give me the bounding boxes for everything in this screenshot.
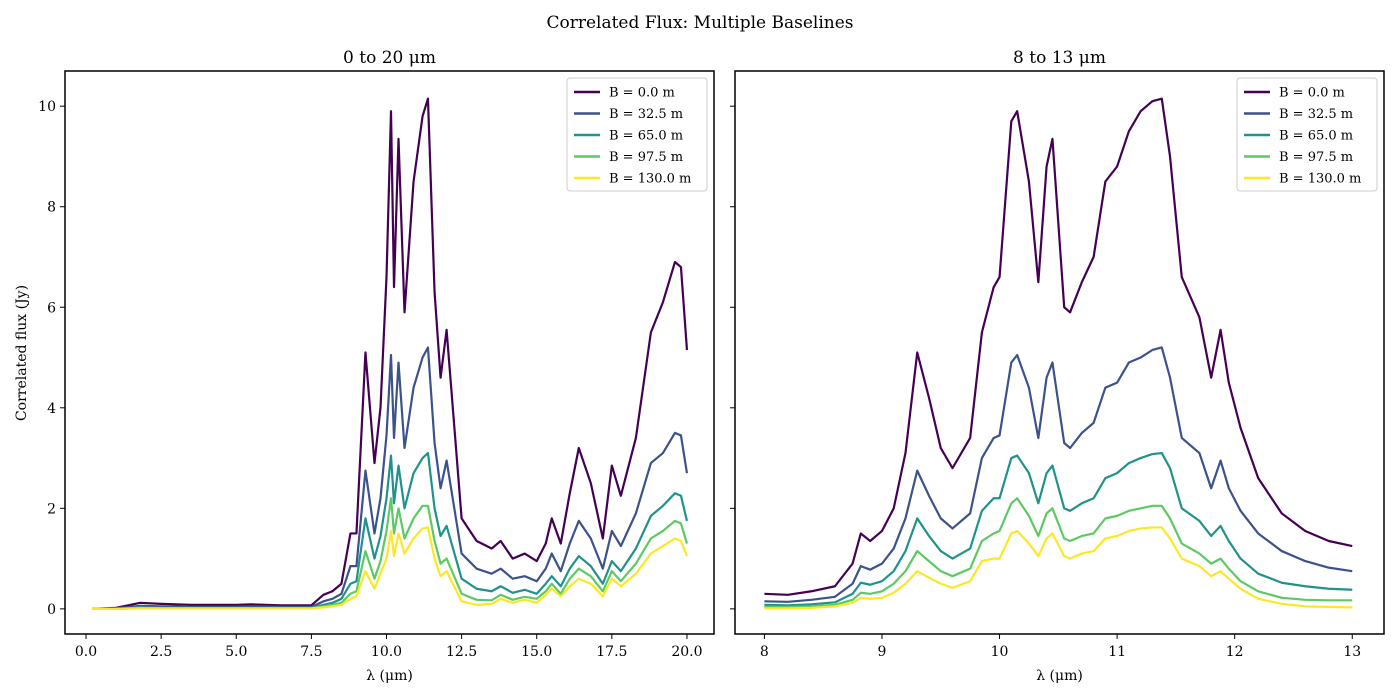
series-line-0 bbox=[91, 97, 689, 610]
x-tick-label: 8 bbox=[760, 644, 769, 660]
legend-box bbox=[566, 77, 708, 192]
x-tick-label: 10 bbox=[991, 644, 1009, 660]
left-panel-xlabel: λ (μm) bbox=[366, 668, 413, 684]
right-panel: 8 to 13 μm λ (μm) 8 9 10 11 12 13B = 0.0 mB =… bbox=[730, 48, 1385, 684]
legend-label-4: B = 130.0 m bbox=[1279, 172, 1361, 187]
left-panel-title: 0 to 20 μm bbox=[343, 48, 436, 68]
series-line-1 bbox=[764, 346, 1353, 603]
x-tick-label: 7.5 bbox=[300, 644, 322, 660]
x-tick-label: 9 bbox=[878, 644, 887, 660]
series-line-2 bbox=[764, 451, 1353, 607]
x-tick-label: 17.5 bbox=[596, 644, 627, 660]
plot-frame bbox=[64, 70, 715, 635]
x-tick-label: 2.5 bbox=[150, 644, 172, 660]
series-line-0 bbox=[764, 97, 1353, 596]
figure-title: Correlated Flux: Multiple Baselines bbox=[546, 13, 853, 33]
left-panel: 0 to 20 μm λ (μm) Correlated flux (Jy) 0… bbox=[14, 48, 715, 684]
legend-label-4: B = 130.0 m bbox=[609, 172, 691, 187]
y-tick-label: 8 bbox=[47, 200, 56, 216]
legend-label-1: B = 32.5 m bbox=[1279, 107, 1353, 122]
legend: B = 0.0 m B = 32.5 m B = 65.0 m B = 97.5 m B… bbox=[566, 77, 708, 192]
left-panel-ylabel: Correlated flux (Jy) bbox=[14, 285, 30, 421]
x-tick-label: 11 bbox=[1108, 644, 1126, 660]
y-tick-label: 4 bbox=[47, 401, 56, 417]
series-line-1 bbox=[92, 346, 689, 610]
y-tick-label: 0 bbox=[47, 602, 56, 618]
x-tick-label: 13 bbox=[1343, 644, 1361, 660]
x-tick-label: 15.0 bbox=[521, 644, 552, 660]
series-line-4 bbox=[764, 526, 1353, 610]
legend-label-2: B = 65.0 m bbox=[609, 129, 683, 144]
legend-label-0: B = 0.0 m bbox=[609, 86, 675, 101]
y-tick-label: 6 bbox=[47, 300, 56, 316]
legend-label-1: B = 32.5 m bbox=[609, 107, 683, 122]
legend-label-3: B = 97.5 m bbox=[1279, 150, 1353, 165]
legend: B = 0.0 m B = 32.5 m B = 65.0 m B = 97.5 m B… bbox=[1236, 77, 1378, 192]
series-line-4 bbox=[92, 526, 688, 610]
x-tick-label: 5.0 bbox=[225, 644, 247, 660]
legend-label-3: B = 97.5 m bbox=[609, 150, 683, 165]
x-tick-label: 0.0 bbox=[75, 644, 97, 660]
y-tick-label: 2 bbox=[47, 501, 56, 517]
legend-box bbox=[1236, 77, 1378, 192]
legend-label-0: B = 0.0 m bbox=[1279, 86, 1345, 101]
plot-frame bbox=[734, 70, 1385, 635]
x-tick-label: 20.0 bbox=[671, 644, 702, 660]
x-tick-label: 10.0 bbox=[371, 644, 402, 660]
right-panel-xlabel: λ (μm) bbox=[1036, 668, 1083, 684]
y-tick-label: 10 bbox=[38, 99, 56, 115]
right-panel-title: 8 to 13 μm bbox=[1013, 48, 1106, 68]
x-tick-label: 12 bbox=[1226, 644, 1244, 660]
x-tick-label: 12.5 bbox=[446, 644, 477, 660]
legend-label-2: B = 65.0 m bbox=[1279, 129, 1353, 144]
series-line-3 bbox=[764, 497, 1353, 608]
